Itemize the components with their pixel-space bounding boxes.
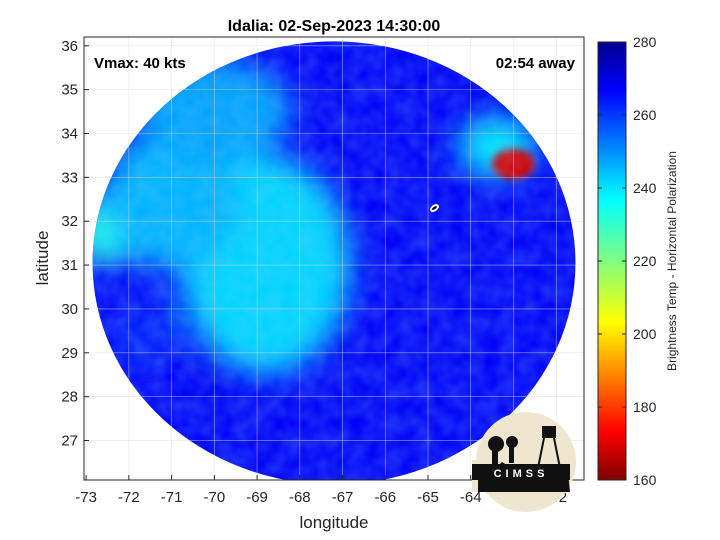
colorbar-tick-label-1: 180 xyxy=(633,399,657,415)
chart-title: Idalia: 02-Sep-2023 14:30:00 xyxy=(228,18,441,35)
colorbar-tick-label-2: 200 xyxy=(633,326,657,342)
x-tick-label-2: -71 xyxy=(161,489,183,506)
cimss-logo: CIMSS xyxy=(472,412,576,512)
y-tick-labels: 27 28 29 30 31 32 33 34 35 36 xyxy=(61,38,78,450)
x-tick-label-9: -64 xyxy=(460,489,482,506)
y-tick-label-2: 29 xyxy=(61,345,78,362)
colorbar xyxy=(597,41,627,481)
x-tick-label-7: -66 xyxy=(374,489,396,506)
x-tick-label-5: -68 xyxy=(289,489,311,506)
y-tick-label-1: 28 xyxy=(61,389,78,406)
colorbar-tick-label-6: 280 xyxy=(633,34,657,50)
x-tick-label-0: -73 xyxy=(75,489,97,506)
colorbar-tick-label-5: 260 xyxy=(633,107,657,123)
water-tower-icon xyxy=(542,426,556,438)
time-offset-annotation: 02:54 away xyxy=(496,55,576,72)
colorbar-label: Brightness Temp - Horizontal Polarizatio… xyxy=(665,151,679,371)
colorbar-tick-labels: 160 180 200 220 240 260 280 xyxy=(598,34,657,488)
y-tick-label-9: 36 xyxy=(61,38,78,55)
vmax-annotation: Vmax: 40 kts xyxy=(94,55,186,72)
y-tick-label-7: 34 xyxy=(61,125,78,142)
y-tick-label-0: 27 xyxy=(61,433,78,450)
y-tick-label-3: 30 xyxy=(61,301,78,318)
x-axis-label: longitude xyxy=(299,513,368,532)
colorbar-tick-label-3: 220 xyxy=(633,253,657,269)
x-tick-label-1: -72 xyxy=(118,489,140,506)
y-tick-label-5: 32 xyxy=(61,213,78,230)
logo-text: CIMSS xyxy=(494,468,549,480)
satellite-dish-icon xyxy=(488,436,504,452)
center-marker-outline xyxy=(429,204,439,212)
y-tick-label-8: 35 xyxy=(61,82,78,99)
x-tick-label-3: -70 xyxy=(203,489,225,506)
axes-box xyxy=(83,36,585,481)
center-marker-core xyxy=(432,206,437,210)
x-tick-label-4: -69 xyxy=(246,489,268,506)
y-tick-label-6: 33 xyxy=(61,169,78,186)
x-tick-label-6: -67 xyxy=(332,489,354,506)
swath-texture xyxy=(92,41,576,480)
colorbar-tick-label-0: 160 xyxy=(633,472,657,488)
colorbar-tick-label-4: 240 xyxy=(633,180,657,196)
storm-center-marker xyxy=(429,204,439,212)
y-axis-label: latitude xyxy=(33,231,52,286)
x-tick-label-8: -65 xyxy=(417,489,439,506)
y-tick-label-4: 31 xyxy=(61,257,78,274)
brightness-temp-swath xyxy=(92,41,576,480)
